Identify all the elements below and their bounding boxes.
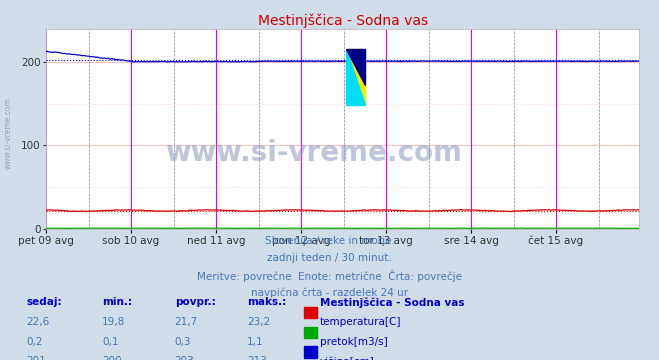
Text: Slovenija / reke in morje.: Slovenija / reke in morje. — [264, 236, 395, 246]
Text: povpr.:: povpr.: — [175, 297, 215, 307]
Text: 23,2: 23,2 — [247, 317, 270, 327]
Text: pretok[m3/s]: pretok[m3/s] — [320, 337, 387, 347]
Text: višina[cm]: višina[cm] — [320, 356, 374, 360]
Polygon shape — [346, 49, 364, 85]
Text: sedaj:: sedaj: — [26, 297, 62, 307]
Text: www.si-vreme.com: www.si-vreme.com — [3, 97, 13, 169]
Text: 21,7: 21,7 — [175, 317, 198, 327]
Text: maks.:: maks.: — [247, 297, 287, 307]
Text: 0,2: 0,2 — [26, 337, 43, 347]
Text: 203: 203 — [175, 356, 194, 360]
Text: 201: 201 — [26, 356, 46, 360]
Text: 0,1: 0,1 — [102, 337, 119, 347]
Text: navpična črta - razdelek 24 ur: navpična črta - razdelek 24 ur — [251, 288, 408, 298]
Text: 22,6: 22,6 — [26, 317, 49, 327]
Text: min.:: min.: — [102, 297, 132, 307]
Text: Mestinjščica - Sodna vas: Mestinjščica - Sodna vas — [320, 297, 464, 307]
Text: zadnji teden / 30 minut.: zadnji teden / 30 minut. — [267, 253, 392, 263]
Text: 200: 200 — [102, 356, 122, 360]
Polygon shape — [346, 49, 364, 105]
Title: Mestinjščica - Sodna vas: Mestinjščica - Sodna vas — [258, 13, 428, 28]
Text: Meritve: povrečne  Enote: metrične  Črta: povrečje: Meritve: povrečne Enote: metrične Črta: … — [197, 270, 462, 282]
Text: 213: 213 — [247, 356, 267, 360]
Text: www.si-vreme.com: www.si-vreme.com — [165, 139, 461, 167]
Text: 1,1: 1,1 — [247, 337, 264, 347]
Text: 0,3: 0,3 — [175, 337, 191, 347]
Text: temperatura[C]: temperatura[C] — [320, 317, 401, 327]
Polygon shape — [346, 49, 364, 105]
Text: 19,8: 19,8 — [102, 317, 125, 327]
